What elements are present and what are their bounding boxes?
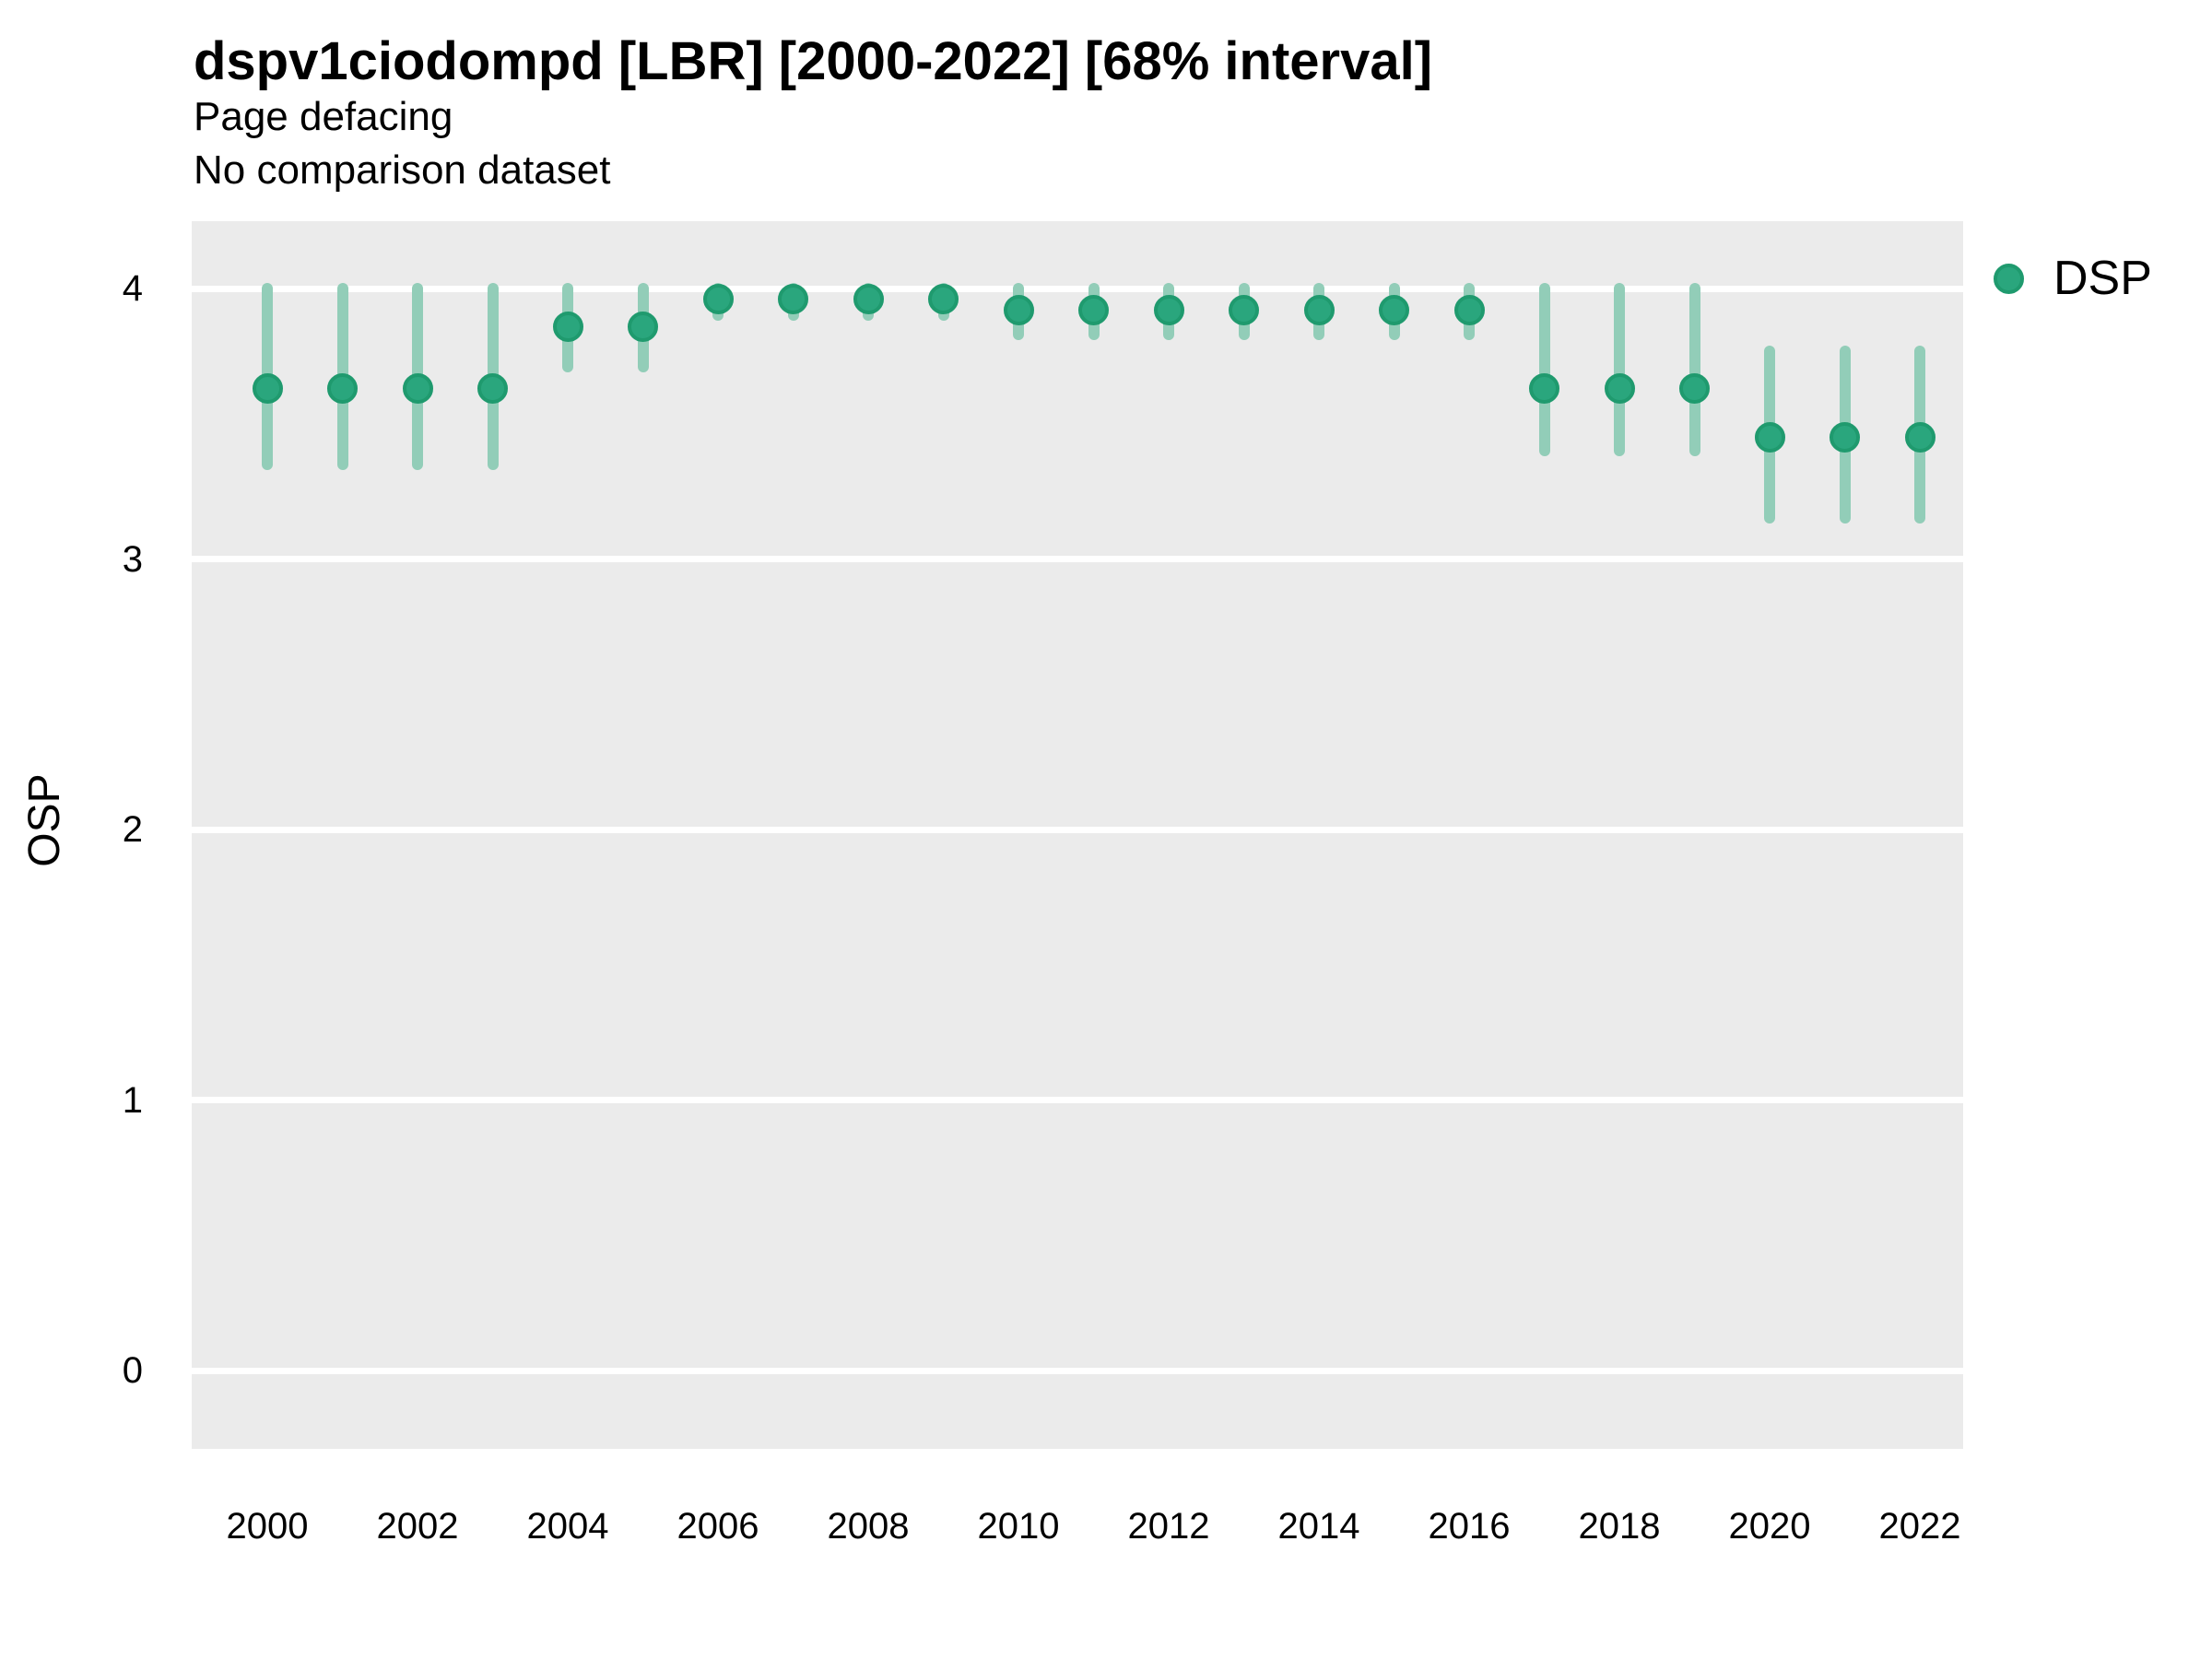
gridline-y-4 (192, 285, 1963, 292)
data-point-2001 (327, 373, 358, 405)
x-tick-label-2000: 2000 (226, 1506, 309, 1547)
legend-label: DSP (2053, 252, 2152, 305)
y-tick-label-0: 0 (122, 1350, 143, 1391)
x-tick-label-2020: 2020 (1728, 1506, 1811, 1547)
x-tick-label-2006: 2006 (677, 1506, 759, 1547)
data-point-2006 (702, 284, 734, 315)
gridline-y-1 (192, 1097, 1963, 1103)
chart-subtitle: Page defacing (194, 94, 453, 139)
x-tick-label-2004: 2004 (526, 1506, 609, 1547)
data-point-2020 (1754, 421, 1785, 453)
data-point-2008 (853, 284, 884, 315)
data-point-2022 (1904, 421, 1936, 453)
y-tick-label-1: 1 (122, 1079, 143, 1121)
data-point-2002 (402, 373, 433, 405)
data-point-2003 (477, 373, 508, 405)
interval-bar-2019 (1688, 283, 1700, 457)
data-point-2007 (778, 284, 808, 315)
y-tick-label-2: 2 (122, 809, 143, 850)
interval-bar-2018 (1614, 283, 1625, 457)
y-tick-label-3: 3 (122, 538, 143, 580)
data-point-2013 (1229, 294, 1259, 325)
interval-bar-2017 (1538, 283, 1550, 457)
gridline-y-0 (192, 1367, 1963, 1374)
x-tick-label-2016: 2016 (1428, 1506, 1511, 1547)
data-point-2005 (628, 311, 658, 342)
data-point-2018 (1604, 373, 1635, 405)
x-tick-label-2010: 2010 (977, 1506, 1060, 1547)
data-point-2012 (1153, 294, 1184, 325)
data-point-2016 (1453, 294, 1485, 325)
legend-marker-icon (1994, 263, 2024, 294)
data-point-2011 (1078, 294, 1109, 325)
gridline-y-2 (192, 826, 1963, 833)
x-tick-label-2008: 2008 (827, 1506, 910, 1547)
x-tick-label-2018: 2018 (1578, 1506, 1661, 1547)
chart-title: dspv1ciodompd [LBR] [2000-2022] [68% int… (194, 31, 1433, 91)
data-point-2019 (1679, 373, 1710, 405)
chart-caption: No comparison dataset (194, 147, 611, 193)
y-tick-label-4: 4 (122, 268, 143, 309)
gridline-y-3 (192, 556, 1963, 562)
data-point-2004 (552, 311, 583, 342)
plot-panel (192, 221, 1963, 1449)
x-tick-label-2022: 2022 (1878, 1506, 1961, 1547)
data-point-2010 (1003, 294, 1034, 325)
data-point-2014 (1303, 294, 1335, 325)
data-point-2021 (1830, 421, 1860, 453)
legend: DSP (1994, 249, 2152, 308)
data-point-2015 (1379, 294, 1409, 325)
x-tick-label-2002: 2002 (376, 1506, 459, 1547)
data-point-2000 (252, 373, 283, 405)
x-tick-label-2014: 2014 (1277, 1506, 1360, 1547)
x-tick-label-2012: 2012 (1127, 1506, 1210, 1547)
data-point-2017 (1529, 373, 1559, 405)
data-point-2009 (928, 284, 959, 315)
